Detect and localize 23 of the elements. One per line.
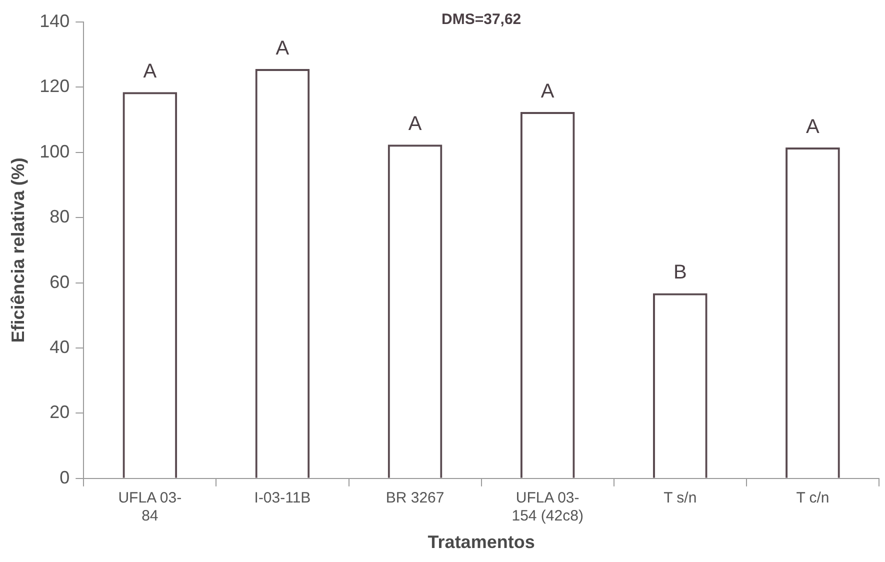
y-tick-label: 80 xyxy=(50,206,70,227)
annotation: DMS=37,62 xyxy=(441,11,522,28)
y-tick-label: 40 xyxy=(50,336,70,357)
y-tick-label: 140 xyxy=(40,10,70,31)
annotation: A xyxy=(806,116,820,138)
annotation: A xyxy=(408,113,422,136)
x-tick-label: T c/n xyxy=(796,490,830,507)
y-tick-label: 0 xyxy=(60,467,70,488)
annotation: A xyxy=(540,80,555,102)
x-tick-label: BR 3267 xyxy=(386,490,444,507)
annotation: B xyxy=(673,262,687,284)
y-tick-label: 60 xyxy=(50,272,70,292)
y-axis-title: Eficiência relativa (%) xyxy=(8,158,28,343)
annotation: A xyxy=(143,60,158,83)
y-tick-label: 20 xyxy=(50,402,70,422)
x-tick-label: I-03-11B xyxy=(254,490,311,507)
x-tick-label: T s/n xyxy=(664,490,697,507)
x-tick-label: UFLA 03-154 (42c8) xyxy=(512,490,584,525)
x-tick-label: UFLA 03-84 xyxy=(118,490,182,525)
x-axis-title: Tratamentos xyxy=(428,532,535,552)
annotation: A xyxy=(276,37,290,60)
y-tick-label: 100 xyxy=(40,141,70,162)
y-tick-label: 120 xyxy=(40,76,70,96)
